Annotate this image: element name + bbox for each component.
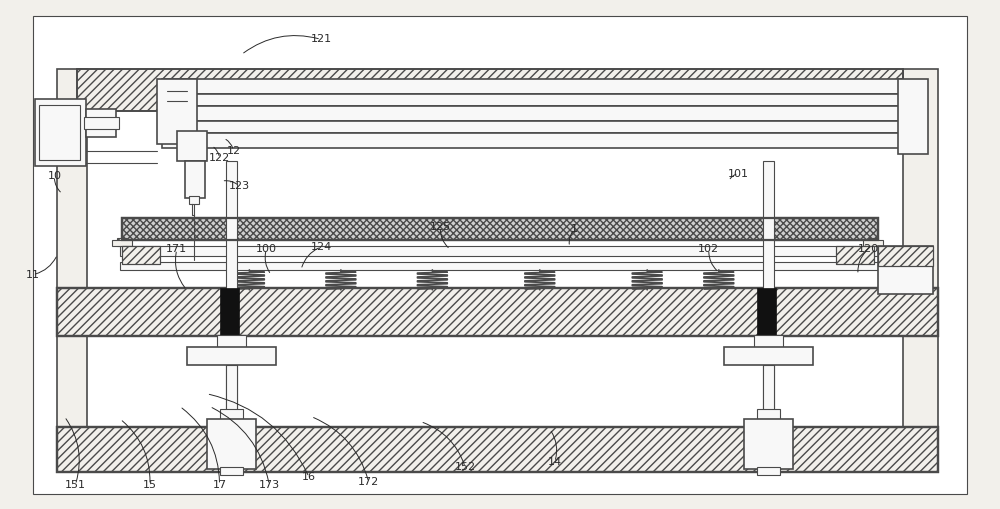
Bar bbox=[187, 348, 276, 365]
Bar bbox=[39, 105, 80, 159]
Text: 11: 11 bbox=[26, 270, 40, 280]
Bar bbox=[77, 69, 903, 111]
Bar bbox=[189, 196, 199, 204]
Text: 101: 101 bbox=[728, 168, 749, 179]
Text: 123: 123 bbox=[229, 181, 250, 191]
Bar bbox=[122, 218, 878, 240]
Bar bbox=[226, 365, 237, 415]
Bar bbox=[754, 334, 783, 349]
Text: 124: 124 bbox=[310, 242, 332, 252]
Text: 16: 16 bbox=[302, 472, 316, 482]
Bar bbox=[878, 246, 933, 266]
Bar bbox=[836, 246, 874, 264]
Text: 121: 121 bbox=[310, 34, 332, 44]
Text: 17: 17 bbox=[212, 480, 227, 490]
Text: 15: 15 bbox=[143, 480, 157, 490]
Bar bbox=[724, 348, 813, 365]
Bar bbox=[757, 409, 780, 419]
Bar bbox=[207, 419, 256, 469]
Bar bbox=[162, 79, 903, 94]
Bar bbox=[112, 240, 132, 246]
Bar bbox=[763, 365, 774, 415]
Bar bbox=[757, 467, 780, 475]
Text: 14: 14 bbox=[548, 457, 562, 467]
Bar bbox=[763, 160, 774, 459]
Bar bbox=[57, 427, 938, 472]
Text: 171: 171 bbox=[166, 244, 187, 254]
Text: 120: 120 bbox=[857, 244, 879, 254]
Text: 100: 100 bbox=[256, 244, 277, 254]
Bar bbox=[122, 218, 878, 240]
Bar bbox=[122, 246, 160, 264]
Text: 12: 12 bbox=[226, 146, 241, 156]
Bar bbox=[86, 109, 116, 136]
Bar bbox=[177, 131, 207, 160]
Bar bbox=[868, 238, 878, 246]
Bar bbox=[220, 467, 243, 475]
Text: 1: 1 bbox=[571, 224, 578, 234]
Bar bbox=[162, 94, 903, 106]
Bar bbox=[117, 238, 127, 246]
Bar bbox=[878, 246, 933, 294]
Bar bbox=[898, 79, 928, 154]
Bar bbox=[162, 133, 903, 148]
Bar bbox=[878, 246, 933, 266]
Bar bbox=[185, 160, 205, 199]
Bar bbox=[120, 262, 878, 270]
Text: 122: 122 bbox=[209, 153, 230, 163]
Bar bbox=[57, 69, 87, 443]
Text: 10: 10 bbox=[47, 171, 61, 181]
Bar bbox=[757, 288, 776, 335]
Text: 125: 125 bbox=[430, 221, 451, 232]
Bar bbox=[57, 288, 938, 335]
Text: 152: 152 bbox=[455, 462, 476, 472]
Bar bbox=[903, 69, 938, 443]
Bar bbox=[217, 334, 246, 349]
Bar bbox=[84, 117, 119, 129]
Bar bbox=[226, 160, 237, 459]
Bar bbox=[744, 419, 793, 469]
Text: 172: 172 bbox=[358, 477, 379, 487]
Bar bbox=[220, 288, 239, 335]
Text: 102: 102 bbox=[698, 244, 719, 254]
Bar bbox=[162, 106, 903, 121]
Bar bbox=[836, 246, 874, 264]
Bar bbox=[77, 69, 903, 111]
Text: 173: 173 bbox=[259, 480, 280, 490]
Bar bbox=[120, 246, 878, 256]
Bar bbox=[157, 79, 197, 144]
Bar bbox=[57, 427, 938, 472]
Bar bbox=[863, 240, 883, 246]
Bar bbox=[220, 409, 243, 419]
Bar bbox=[122, 246, 160, 264]
Bar bbox=[162, 121, 903, 133]
Bar bbox=[35, 99, 86, 166]
Text: 151: 151 bbox=[65, 480, 86, 490]
Bar bbox=[57, 288, 938, 335]
